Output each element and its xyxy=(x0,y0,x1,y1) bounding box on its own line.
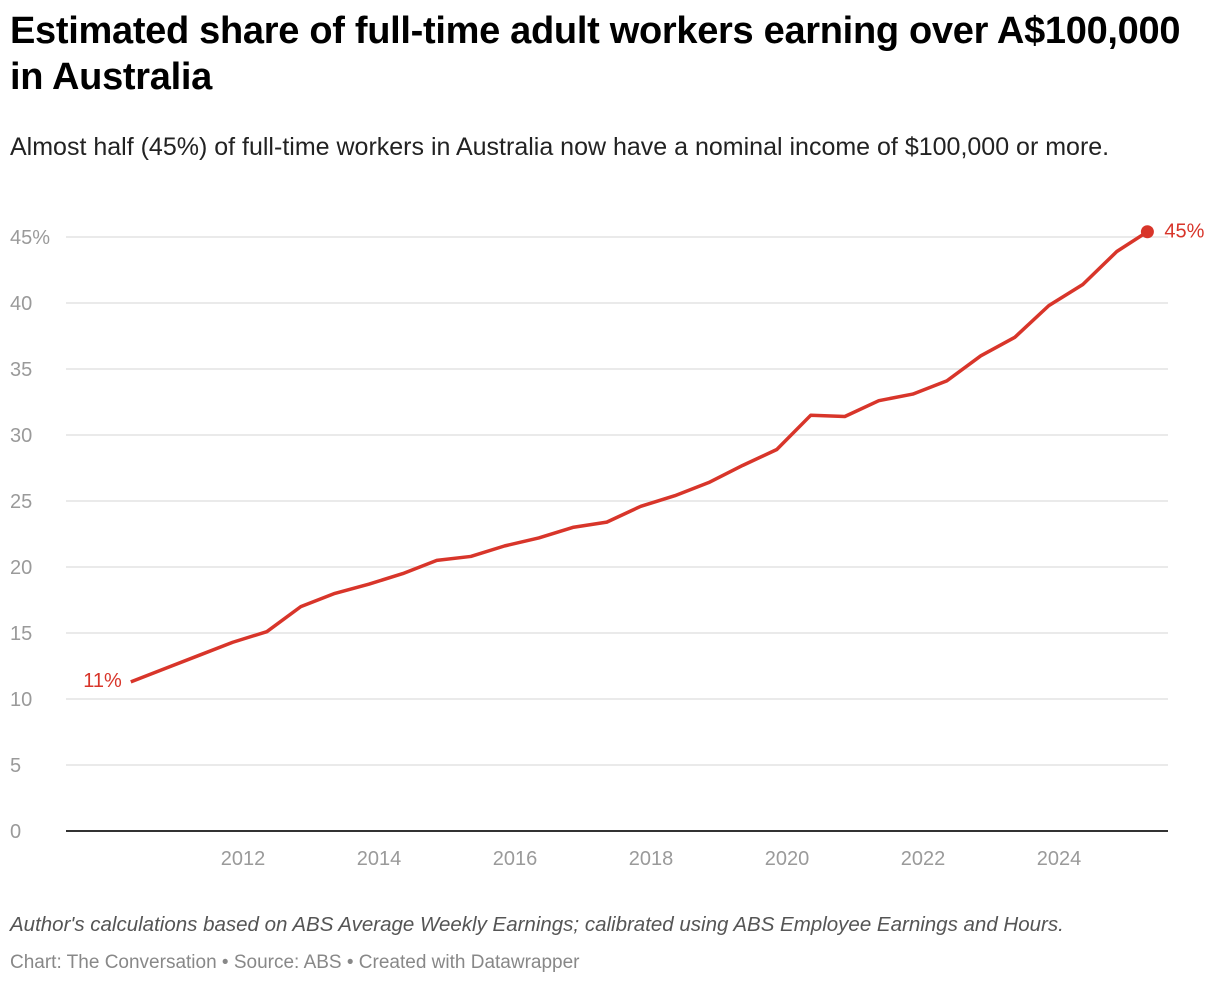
end-point-marker xyxy=(1140,225,1154,239)
y-tick-label: 15 xyxy=(10,623,32,645)
x-tick-label: 2024 xyxy=(1037,848,1082,870)
y-tick-label: 35 xyxy=(10,359,32,381)
x-tick-label: 2022 xyxy=(901,848,946,870)
y-tick-label: 20 xyxy=(10,557,32,579)
source-note: Author's calculations based on ABS Avera… xyxy=(10,913,1064,936)
x-tick-label: 2018 xyxy=(629,848,674,870)
x-tick-label: 2014 xyxy=(357,848,402,870)
x-tick-label: 2020 xyxy=(765,848,810,870)
line-chart: 0 5 10 15 20 25 30 35 40 45% 2012 2014 2016 2018 2020… xyxy=(10,221,1205,870)
series-line xyxy=(130,230,1149,684)
end-value-label: 45% xyxy=(1164,221,1204,243)
y-tick-label: 30 xyxy=(10,425,32,447)
y-tick-label: 5 xyxy=(10,755,21,777)
x-tick-label: 2012 xyxy=(221,848,266,870)
y-tick-label: 40 xyxy=(10,293,32,315)
start-value-label: 11% xyxy=(83,670,122,692)
y-tick-label: 25 xyxy=(10,491,32,513)
y-tick-label: 10 xyxy=(10,689,32,711)
y-tick-label: 45% xyxy=(10,227,50,249)
x-tick-label: 2016 xyxy=(493,848,538,870)
chart-subtitle: Almost half (45%) of full-time workers i… xyxy=(10,133,1110,161)
credit-line: Chart: The Conversation • Source: ABS • … xyxy=(10,952,580,973)
y-tick-label: 0 xyxy=(10,821,21,843)
chart-title: Estimated share of full-time adult worke… xyxy=(10,10,1181,98)
